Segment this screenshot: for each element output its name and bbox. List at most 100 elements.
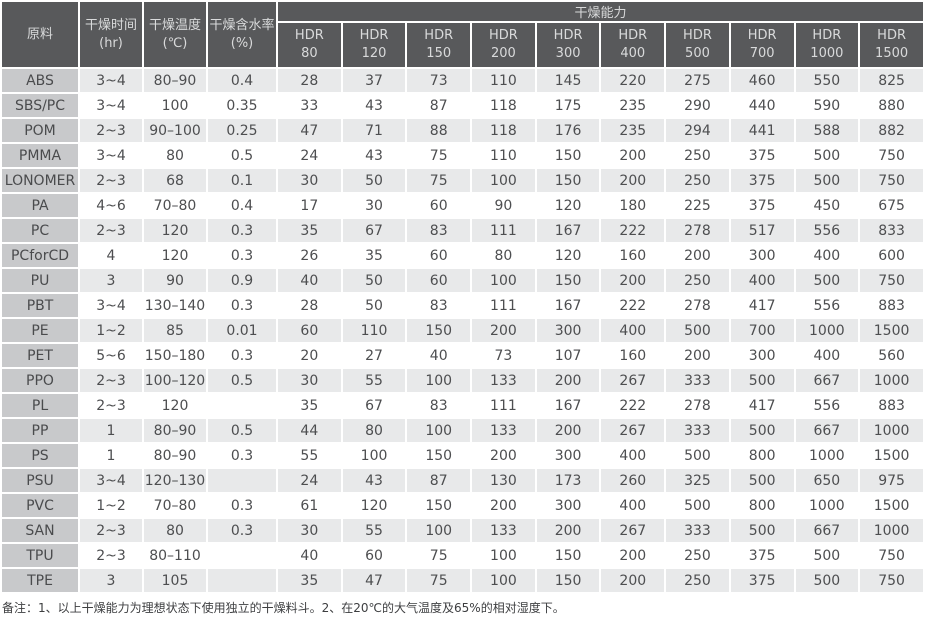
value-cell: 500 — [666, 319, 729, 342]
material-cell: PU — [2, 269, 78, 292]
col-header-hdr-200: HDR 200 — [472, 23, 535, 67]
value-cell: 60 — [278, 319, 341, 342]
value-cell: 50 — [342, 269, 406, 292]
value-cell: 80–90 — [144, 444, 206, 467]
value-cell: 500 — [795, 269, 859, 292]
table-row: TPE 3 105 35 47 75 100 150 200 250 375 500 750 — [2, 569, 923, 592]
value-cell: 80–90 — [144, 419, 206, 442]
value-cell: 400 — [795, 244, 859, 267]
value-cell: 750 — [860, 569, 923, 592]
value-cell: 0.25 — [208, 119, 276, 142]
value-cell: 35 — [278, 569, 341, 592]
table-row: PA 4~6 70–80 0.4 17 30 60 90 120 180 225 375 450 675 — [2, 194, 923, 217]
value-cell: 400 — [601, 319, 665, 342]
value-cell: 222 — [601, 219, 665, 242]
value-cell: 107 — [536, 344, 600, 367]
col-header-hdr-300: HDR 300 — [536, 23, 600, 67]
value-cell: 882 — [860, 119, 923, 142]
value-cell: 100 — [472, 169, 535, 192]
value-cell: 250 — [666, 169, 729, 192]
col-header-hdr-700: HDR 700 — [730, 23, 794, 67]
value-cell: 1500 — [860, 444, 923, 467]
value-cell: 267 — [601, 519, 665, 542]
value-cell: 68 — [144, 169, 206, 192]
value-cell: 0.3 — [208, 344, 276, 367]
value-cell: 441 — [730, 119, 794, 142]
value-cell: 278 — [666, 294, 729, 317]
value-cell: 260 — [601, 469, 665, 492]
value-cell: 250 — [666, 569, 729, 592]
value-cell: 500 — [795, 144, 859, 167]
value-cell: 67 — [342, 394, 406, 417]
value-cell: 88 — [407, 119, 471, 142]
value-cell: 130–140 — [144, 294, 206, 317]
value-cell: 556 — [795, 219, 859, 242]
col-header-hdr-80: HDR 80 — [278, 23, 341, 67]
value-cell: 700 — [730, 319, 794, 342]
value-cell: 100 — [472, 569, 535, 592]
value-cell: 1500 — [860, 319, 923, 342]
value-cell: 120 — [144, 219, 206, 242]
value-cell: 300 — [536, 444, 600, 467]
col-header-time-unit: (hr) — [99, 35, 123, 51]
value-cell: 2~3 — [80, 394, 142, 417]
value-cell: 560 — [860, 344, 923, 367]
table-row: PP 1 80–90 0.5 44 80 100 133 200 267 333 500 667 1000 — [2, 419, 923, 442]
value-cell: 5~6 — [80, 344, 142, 367]
material-cell: PA — [2, 194, 78, 217]
footer-note: 备注：1、以上干燥能力为理想状态下使用独立的干燥料斗。2、在20℃的大气温度及6… — [2, 601, 565, 615]
value-cell: 750 — [860, 269, 923, 292]
value-cell: 55 — [278, 444, 341, 467]
value-cell: 90–100 — [144, 119, 206, 142]
value-cell: 417 — [730, 394, 794, 417]
value-cell: 80 — [144, 144, 206, 167]
material-cell: PC — [2, 219, 78, 242]
table-row: PBT 3~4 130–140 0.3 28 50 83 111 167 222 278 417 556… — [2, 294, 923, 317]
value-cell: 556 — [795, 294, 859, 317]
value-cell: 1 — [80, 419, 142, 442]
value-cell — [208, 394, 276, 417]
value-cell: 400 — [730, 269, 794, 292]
value-cell: 120 — [144, 394, 206, 417]
value-cell: 500 — [795, 569, 859, 592]
value-cell: 180 — [601, 194, 665, 217]
value-cell: 133 — [472, 419, 535, 442]
value-cell: 667 — [795, 369, 859, 392]
value-cell: 556 — [795, 394, 859, 417]
value-cell: 61 — [278, 494, 341, 517]
material-cell: ABS — [2, 69, 78, 92]
value-cell: 90 — [144, 269, 206, 292]
value-cell: 73 — [472, 344, 535, 367]
value-cell: 883 — [860, 394, 923, 417]
value-cell: 400 — [601, 444, 665, 467]
value-cell: 133 — [472, 369, 535, 392]
value-cell: 43 — [342, 94, 406, 117]
value-cell: 35 — [342, 244, 406, 267]
material-cell: LONOMER — [2, 169, 78, 192]
value-cell: 73 — [407, 69, 471, 92]
value-cell: 83 — [407, 294, 471, 317]
value-cell: 1000 — [860, 519, 923, 542]
value-cell: 167 — [536, 219, 600, 242]
value-cell: 2~3 — [80, 519, 142, 542]
value-cell: 35 — [278, 394, 341, 417]
value-cell: 3~4 — [80, 69, 142, 92]
table-row: PC 2~3 120 0.3 35 67 83 111 167 222 278 517 556 833 — [2, 219, 923, 242]
material-cell: SAN — [2, 519, 78, 542]
value-cell: 150 — [407, 319, 471, 342]
value-cell: 130 — [472, 469, 535, 492]
value-cell: 200 — [472, 494, 535, 517]
value-cell: 333 — [666, 519, 729, 542]
value-cell: 80 — [472, 244, 535, 267]
header-row-hdr-models: HDR 80 HDR 120 HDR 150 HDR 200 HDR 300 HDR 400 HDR 50… — [2, 23, 923, 67]
value-cell: 60 — [407, 244, 471, 267]
value-cell: 267 — [601, 419, 665, 442]
material-cell: SBS/PC — [2, 94, 78, 117]
value-cell: 120 — [536, 194, 600, 217]
value-cell: 1000 — [795, 444, 859, 467]
value-cell: 145 — [536, 69, 600, 92]
value-cell: 200 — [536, 419, 600, 442]
value-cell: 250 — [666, 269, 729, 292]
value-cell: 200 — [601, 544, 665, 567]
